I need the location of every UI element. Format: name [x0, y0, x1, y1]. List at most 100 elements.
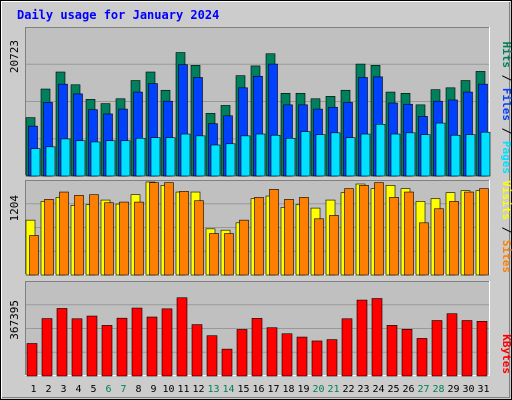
bar-kbytes-day-12 [191, 324, 203, 377]
bar-kbytes-day-20 [311, 340, 323, 377]
bar-pages-day-24 [375, 124, 386, 177]
bar-pages-day-2 [45, 146, 56, 177]
bar-pages-day-6 [105, 140, 116, 177]
legend-entry-pages: Pages [500, 141, 512, 174]
bar-sites-day-11 [179, 191, 189, 276]
bar-pages-day-27 [420, 134, 431, 177]
bar-pages-day-11 [180, 133, 191, 177]
x-tick-label: 6 [105, 384, 111, 395]
bar-pages-day-13 [210, 144, 221, 177]
bar-kbytes-day-4 [71, 318, 83, 377]
bar-sites-day-25 [389, 197, 399, 276]
bar-pages-day-16 [255, 133, 266, 177]
bar-sites-day-2 [44, 199, 54, 276]
bar-kbytes-day-2 [41, 318, 53, 377]
bar-sites-day-7 [119, 201, 129, 276]
bar-sites-day-23 [359, 185, 369, 276]
bar-sites-day-13 [209, 233, 219, 276]
panel-kbytes: 367395 KBytes [8, 281, 512, 377]
x-tick-label: 5 [90, 384, 96, 395]
bar-sites-day-24 [374, 182, 384, 276]
x-tick-label: 10 [162, 384, 174, 395]
bar-pages-day-12 [195, 135, 206, 177]
legend-entry-sites: Sites [500, 240, 512, 273]
bar-sites-day-18 [284, 199, 294, 276]
legend-visits-sites: Visits / Sites [500, 180, 512, 273]
x-tick-label: 23 [357, 384, 369, 395]
x-tick-label: 30 [462, 384, 474, 395]
bar-sites-day-17 [269, 189, 279, 276]
bar-kbytes-day-3 [56, 308, 68, 377]
bar-pages-day-17 [270, 134, 281, 177]
bar-pages-day-18 [285, 137, 296, 177]
bar-sites-day-21 [329, 215, 339, 276]
bar-pages-day-15 [240, 135, 251, 177]
x-tick-label: 19 [297, 384, 309, 395]
bar-kbytes-day-10 [161, 308, 173, 377]
bar-pages-day-5 [90, 141, 101, 177]
bar-pages-day-14 [225, 143, 236, 177]
bar-pages-day-28 [435, 122, 446, 177]
bar-sites-day-1 [29, 235, 39, 276]
bar-pages-day-25 [390, 133, 401, 177]
x-tick-label: 21 [327, 384, 339, 395]
bar-kbytes-day-31 [476, 320, 488, 377]
bar-pages-day-23 [360, 133, 371, 177]
bar-pages-day-26 [405, 132, 416, 177]
bar-kbytes-day-13 [206, 335, 218, 377]
panel-hits-files-pages: 20723 Hits / Files / Pages [8, 27, 512, 177]
x-tick-label: 9 [150, 384, 156, 395]
x-tick-label: 18 [282, 384, 294, 395]
bar-sites-day-4 [74, 195, 84, 276]
x-tick-label: 14 [222, 384, 234, 395]
x-tick-label: 4 [75, 384, 81, 395]
x-tick-label: 15 [237, 384, 249, 395]
bar-kbytes-day-24 [371, 298, 383, 377]
bar-sites-day-3 [59, 191, 69, 276]
x-tick-label: 24 [372, 384, 384, 395]
bar-sites-day-27 [419, 222, 429, 276]
bar-sites-day-8 [134, 201, 144, 276]
legend-separator: / [500, 68, 512, 88]
bar-pages-day-20 [315, 134, 326, 177]
bar-sites-day-12 [194, 200, 204, 276]
panel-visits-sites: 1204 Visits / Sites [8, 180, 512, 276]
bar-pages-day-30 [465, 134, 476, 177]
bar-kbytes-day-23 [356, 299, 368, 377]
x-tick-label: 3 [60, 384, 66, 395]
bar-kbytes-day-19 [296, 336, 308, 377]
bar-pages-day-22 [345, 137, 356, 177]
bar-pages-day-9 [150, 137, 161, 177]
legend-hits-files-pages: Hits / Files / Pages [500, 42, 512, 175]
bar-kbytes-day-15 [236, 329, 248, 377]
bar-sites-day-6 [104, 202, 114, 276]
x-tick-label: 25 [387, 384, 399, 395]
bar-kbytes-day-7 [116, 317, 128, 377]
x-tick-label: 13 [207, 384, 219, 395]
x-tick-label: 28 [432, 384, 444, 395]
bar-kbytes-day-29 [446, 313, 458, 377]
x-tick-label: 22 [342, 384, 354, 395]
x-tick-label: 11 [177, 384, 189, 395]
bar-pages-day-29 [450, 134, 461, 177]
max-value-label: 1204 [8, 195, 21, 222]
bar-pages-day-1 [30, 148, 41, 177]
x-tick-label: 7 [120, 384, 126, 395]
x-tick-label: 20 [312, 384, 324, 395]
bar-pages-day-4 [75, 140, 86, 177]
bar-kbytes-day-17 [266, 327, 278, 377]
bar-kbytes-day-8 [131, 307, 143, 377]
bar-sites-day-30 [464, 191, 474, 276]
legend-separator: / [500, 220, 512, 240]
x-tick-label: 16 [252, 384, 264, 395]
bar-sites-day-20 [314, 218, 324, 276]
bar-sites-day-15 [239, 219, 249, 276]
bar-kbytes-day-18 [281, 333, 293, 377]
legend-entry-hits: Hits [500, 42, 512, 69]
bar-kbytes-day-27 [416, 338, 428, 377]
bar-kbytes-day-11 [176, 297, 188, 377]
x-tick-label: 17 [267, 384, 279, 395]
bar-pages-day-21 [330, 132, 341, 177]
bar-sites-day-31 [479, 188, 489, 276]
